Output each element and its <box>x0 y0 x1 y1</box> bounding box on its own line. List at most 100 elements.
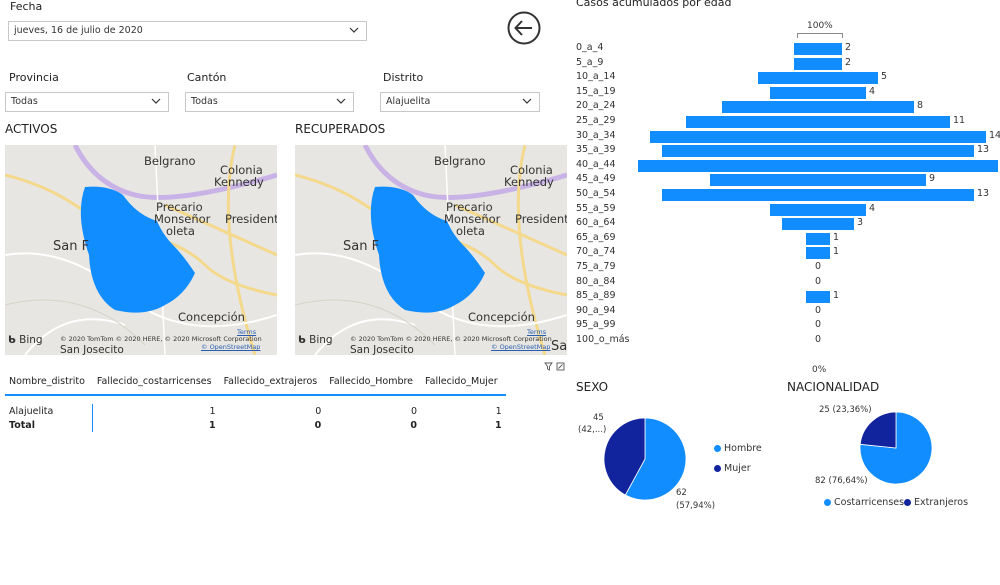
pie-slice-costarricenses[interactable] <box>860 412 932 484</box>
map-label-monsenor: Monseñor <box>444 212 501 226</box>
bing-logo: ᑲ Bing <box>298 334 333 346</box>
age-bar[interactable] <box>806 291 830 304</box>
activos-map[interactable]: Belgrano Colonia Kennedy Precario Monseñ… <box>5 145 277 355</box>
focus-mode-icon[interactable] <box>556 362 565 371</box>
age-bar-value: 1 <box>833 290 840 302</box>
map-label-concepcion: Concepción <box>178 310 245 324</box>
age-bar-value: 0 <box>815 304 822 316</box>
age-bar[interactable] <box>662 189 974 201</box>
osm-link[interactable]: © OpenStreetMap <box>491 343 551 351</box>
age-bar-value: 13 <box>977 188 990 199</box>
legend-dot <box>714 445 721 452</box>
col-fallecido-hombre[interactable]: Fallecido_Hombre <box>329 375 414 387</box>
nacionalidad-pie[interactable] <box>860 412 932 484</box>
age-category-label: 95_a_99 <box>576 319 616 331</box>
age-category-label: 10_a_14 <box>576 71 616 83</box>
age-bar[interactable] <box>650 130 986 143</box>
age-bar-value: 5 <box>881 71 888 83</box>
age-bar-value: 1 <box>833 246 840 258</box>
age-bar[interactable] <box>794 57 842 70</box>
map-label-colonia: Colonia <box>510 163 553 177</box>
sexo-title: SEXO <box>576 380 609 394</box>
cell-value: 0 <box>315 405 322 417</box>
age-category-label: 70_a_74 <box>576 246 616 258</box>
provincia-value: Todas <box>11 96 38 107</box>
map-label-colonia: Colonia <box>220 163 263 177</box>
distrito-dropdown[interactable]: Alajuelita <box>380 92 540 112</box>
age-category-label: 30_a_34 <box>576 129 616 141</box>
age-bar[interactable] <box>770 86 866 99</box>
age-category-label: 45_a_49 <box>576 173 616 185</box>
pie-slice-hombre[interactable] <box>624 418 686 500</box>
age-bar[interactable] <box>758 72 878 85</box>
distrito-label: Distrito <box>383 71 424 84</box>
provincia-dropdown[interactable]: Todas <box>5 92 169 112</box>
age-bar-value: 2 <box>845 56 852 68</box>
map-label-precario: Precario <box>446 200 493 214</box>
chevron-down-icon <box>151 98 161 104</box>
map-label-belgrano: Belgrano <box>434 154 486 168</box>
cell-value: 1 <box>209 405 216 417</box>
sexo-pie[interactable] <box>604 418 686 500</box>
total-value: 0 <box>314 419 322 431</box>
map-background <box>295 145 567 355</box>
age-category-label: 35_a_39 <box>576 144 616 156</box>
map-attribution: © 2020 TomTom © 2020 HERE, © 2020 Micros… <box>60 335 262 343</box>
legend-dot <box>714 465 721 472</box>
legend-dot <box>824 499 831 506</box>
table-row[interactable]: Alajuelita 1 0 0 1 <box>5 404 506 418</box>
age-bar[interactable] <box>686 116 950 128</box>
map-label-sanjosecito: San Josecito <box>350 344 414 355</box>
legend-hombre[interactable]: Hombre <box>714 443 762 454</box>
map-attribution: © 2020 TomTom © 2020 HERE, © 2020 Micros… <box>350 335 552 343</box>
recuperados-map[interactable]: Belgrano Colonia Kennedy Precario Monseñ… <box>295 145 567 355</box>
canton-dropdown[interactable]: Todas <box>185 92 354 112</box>
terms-link[interactable]: Terms <box>237 328 257 336</box>
age-bar[interactable] <box>806 232 830 245</box>
terms-link[interactable]: Terms <box>527 328 547 336</box>
col-fallecido-mujer[interactable]: Fallecido_Mujer <box>425 375 498 387</box>
age-bar[interactable] <box>710 174 926 187</box>
age-bar[interactable] <box>662 145 974 158</box>
age-bar-value: 3 <box>857 217 864 229</box>
osm-link[interactable]: © OpenStreetMap <box>201 343 261 351</box>
legend-costarricenses[interactable]: Costarricenses <box>824 497 904 508</box>
map-label-kennedy: Kennedy <box>214 175 264 189</box>
fecha-dropdown[interactable]: jueves, 16 de julio de 2020 <box>8 21 367 41</box>
pie-label-hombre: 62 <box>676 488 687 498</box>
pie-label-mujer: 45 <box>593 413 604 423</box>
age-category-label: 80_a_84 <box>576 275 616 287</box>
filter-icon[interactable] <box>544 362 553 371</box>
map-label-precario: Precario <box>156 200 203 214</box>
total-label: Total <box>5 418 94 432</box>
age-axis-bracket <box>797 33 843 38</box>
pie-slice-extranjeros[interactable] <box>860 412 897 449</box>
age-bar-value: 11 <box>953 115 966 126</box>
legend-extranjeros[interactable]: Extranjeros <box>904 497 968 508</box>
age-bar-value: 13 <box>977 144 990 156</box>
age-bar-value: 0 <box>815 334 822 345</box>
age-bar-value: 0 <box>815 275 822 287</box>
pie-slice-mujer[interactable] <box>604 418 646 496</box>
map-label-san: San F <box>53 239 90 254</box>
age-bar[interactable] <box>794 43 842 55</box>
recuperados-title: RECUPERADOS <box>295 122 386 136</box>
total-value: 1 <box>208 419 216 431</box>
age-bar-value: 2 <box>845 42 852 53</box>
age-bar[interactable] <box>782 218 854 231</box>
back-button[interactable] <box>507 11 541 45</box>
legend-mujer[interactable]: Mujer <box>714 463 751 474</box>
age-bar[interactable] <box>770 203 866 216</box>
age-bar-value: 0 <box>815 261 822 272</box>
age-bar[interactable] <box>722 101 914 114</box>
age-bar-value: 1 <box>833 231 840 243</box>
age-bar[interactable] <box>638 159 998 172</box>
col-nombre-distrito[interactable]: Nombre_distrito <box>9 375 85 387</box>
col-fallecido-extrajeros[interactable]: Fallecido_extrajeros <box>223 375 318 387</box>
age-bar[interactable] <box>806 247 830 260</box>
map-label-presidente: Presidente <box>225 212 277 226</box>
total-value: 1 <box>495 419 502 431</box>
col-fallecido-costarricenses[interactable]: Fallecido_costarricenses <box>96 375 212 387</box>
nacionalidad-title: NACIONALIDAD <box>787 380 880 394</box>
age-category-label: 100_o_más <box>576 334 630 345</box>
